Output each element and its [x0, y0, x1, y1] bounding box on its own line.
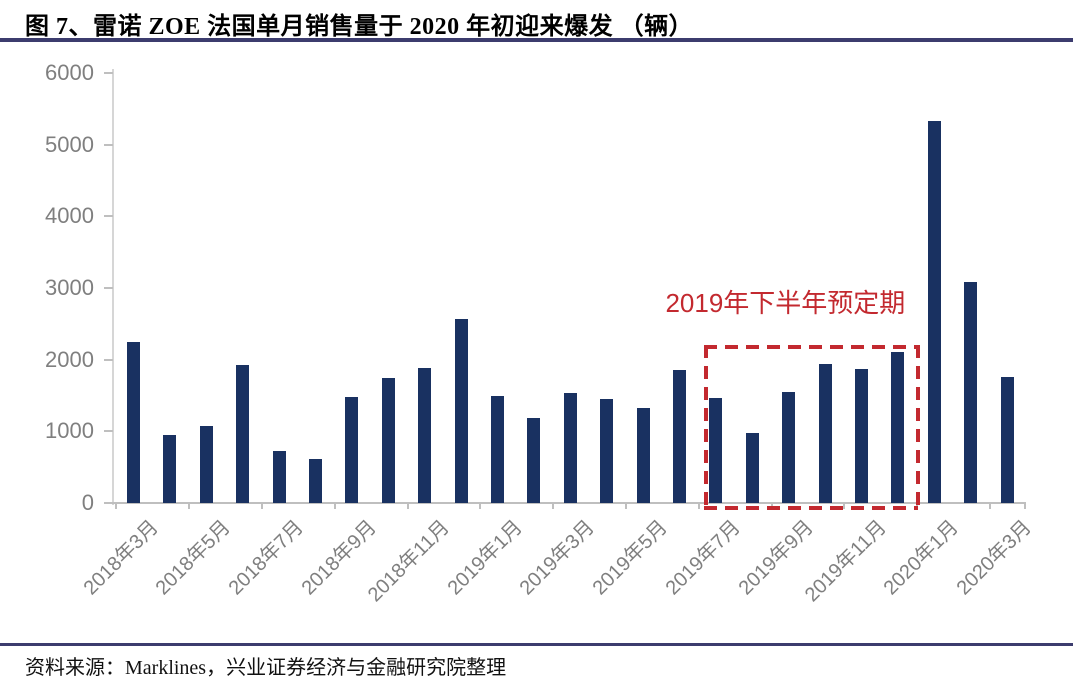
bar-2018年7月 [272, 451, 286, 503]
y-axis-tick-label: 1000 [45, 418, 94, 444]
x-tick [479, 503, 482, 509]
bar-2018年11月 [418, 367, 432, 503]
bar-2018年3月 [127, 342, 140, 503]
bar-2019年4月 [600, 399, 614, 503]
x-tick [552, 503, 555, 509]
x-axis-tick-label: 2018年3月 [79, 516, 163, 600]
x-axis-line [104, 502, 1026, 504]
bar-2018年5月 [199, 425, 213, 503]
x-tick [188, 503, 191, 509]
y-axis-tick-label: 2000 [45, 346, 94, 372]
source-note: 资料来源：Marklines，兴业证券经济与金融研究院整理 [25, 657, 507, 679]
bar-2018年9月 [345, 396, 359, 503]
bar-2019年7月 [709, 397, 723, 503]
y-tick [104, 215, 113, 218]
y-axis-tick-label: 0 [81, 490, 94, 515]
forecast-annotation: 2019年下半年预定期 [665, 288, 906, 318]
footer-divider [0, 643, 1073, 646]
x-tick [988, 503, 991, 509]
y-axis-tick-label: 4000 [45, 203, 94, 229]
x-tick [406, 503, 409, 509]
bar-2018年4月 [163, 434, 177, 503]
bar-2019年5月 [636, 407, 650, 503]
y-axis-tick-label: 6000 [45, 60, 94, 85]
x-tick [624, 503, 627, 509]
y-tick [104, 72, 113, 74]
y-tick [104, 358, 113, 361]
bar-2019年6月 [673, 370, 686, 503]
x-tick [333, 503, 336, 509]
bar-2020年1月 [927, 121, 941, 503]
x-tick [1024, 503, 1026, 509]
bar-2018年8月 [309, 458, 322, 503]
bar-2019年10月 [818, 363, 832, 503]
x-axis-tick-label: 2019年7月 [661, 516, 745, 600]
y-tick [104, 430, 113, 433]
monthly-sales-bar-chart: 0 1000 2000 3000 4000 5000 6000 2018年3月 2018年5月 2… [45, 60, 1036, 606]
y-axis-tick-label: 5000 [45, 131, 94, 157]
forecast-box-bottom [704, 506, 919, 510]
y-axis-tick-label: 3000 [45, 275, 94, 300]
figure-title: 图 7、雷诺 ZOE 法国单月销售量于 2020 年初迎来爆发 （辆） [25, 14, 694, 40]
bar-2019年9月 [782, 391, 796, 503]
x-tick [115, 503, 118, 509]
forecast-box-left [704, 345, 709, 508]
bar-2019年1月 [491, 396, 504, 503]
x-axis-tick-label: 2019年3月 [515, 516, 600, 600]
x-tick [697, 503, 700, 509]
bar-2018年10月 [381, 377, 395, 503]
y-tick [104, 287, 113, 289]
bar-2019年3月 [563, 393, 577, 503]
x-axis-tick-label: 2020年3月 [952, 516, 1036, 600]
bar-2018年12月 [454, 318, 468, 503]
bar-2019年11月 [855, 368, 868, 503]
forecast-box-top [704, 345, 919, 350]
bar-2020年3月 [1000, 376, 1014, 503]
bar-2019年2月 [527, 417, 541, 503]
bar-2019年12月 [891, 351, 905, 503]
bar-2018年6月 [236, 365, 250, 503]
x-axis-tick-label: 2018年7月 [224, 516, 308, 600]
x-axis-tick-label: 2019年1月 [443, 516, 527, 600]
forecast-box-right [916, 345, 921, 508]
y-tick [104, 502, 113, 504]
x-axis-tick-label: 2019年5月 [588, 516, 672, 600]
title-divider [0, 38, 1073, 42]
x-axis-tick-label: 2018年5月 [151, 516, 236, 600]
y-tick [104, 143, 113, 146]
x-tick [260, 503, 263, 509]
bar-2019年8月 [745, 433, 759, 503]
bar-2020年2月 [964, 282, 978, 503]
x-axis-tick-label: 2020年1月 [879, 516, 964, 600]
